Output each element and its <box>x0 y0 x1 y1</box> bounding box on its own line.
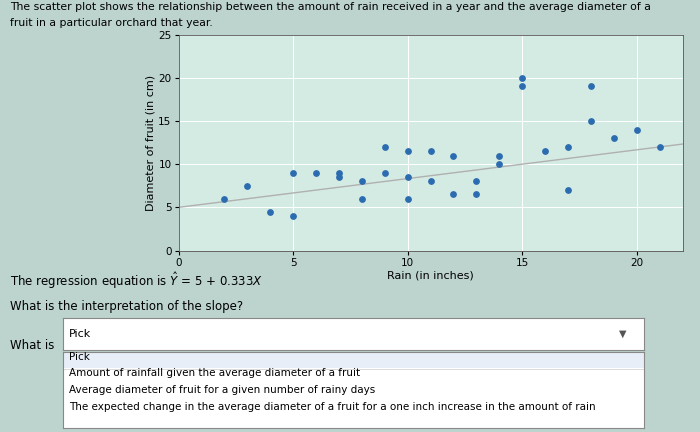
Text: Amount of rainfall given the average diameter of a fruit: Amount of rainfall given the average dia… <box>69 368 360 378</box>
Text: fruit in a particular orchard that year.: fruit in a particular orchard that year. <box>10 18 214 28</box>
Point <box>585 118 596 124</box>
Point <box>333 174 344 181</box>
Point <box>608 135 620 142</box>
Point <box>379 143 391 150</box>
Point <box>379 169 391 176</box>
Text: The regression equation is $\hat{Y}$ = 5 + 0.333$X$: The regression equation is $\hat{Y}$ = 5… <box>10 270 263 291</box>
Point <box>494 152 505 159</box>
Point <box>425 178 436 185</box>
Text: The scatter plot shows the relationship between the amount of rain received in a: The scatter plot shows the relationship … <box>10 2 652 12</box>
Point <box>540 148 551 155</box>
Point <box>425 148 436 155</box>
X-axis label: Rain (in inches): Rain (in inches) <box>387 270 474 280</box>
Point <box>356 195 368 202</box>
Text: What is the interpretation of the slope?: What is the interpretation of the slope? <box>10 300 244 313</box>
Point <box>241 182 253 189</box>
Point <box>562 187 573 194</box>
Point <box>494 161 505 168</box>
Bar <box>63 352 644 368</box>
Y-axis label: Diameter of fruit (in cm): Diameter of fruit (in cm) <box>146 74 155 211</box>
Point <box>517 74 528 81</box>
Point <box>402 174 413 181</box>
Text: Average diameter of fruit for a given number of rainy days: Average diameter of fruit for a given nu… <box>69 385 375 395</box>
Point <box>265 208 276 215</box>
Point <box>402 195 413 202</box>
Point <box>356 178 368 185</box>
Text: Pick: Pick <box>69 353 90 362</box>
Text: ▼: ▼ <box>619 329 626 339</box>
Text: Pick: Pick <box>69 329 91 339</box>
Point <box>310 169 321 176</box>
Point <box>585 83 596 90</box>
Point <box>631 126 643 133</box>
Point <box>654 143 665 150</box>
Point <box>517 83 528 90</box>
Point <box>470 191 482 198</box>
Point <box>448 191 459 198</box>
Text: What is: What is <box>10 339 55 352</box>
Point <box>448 152 459 159</box>
Point <box>562 143 573 150</box>
Text: The expected change in the average diameter of a fruit for a one inch increase i: The expected change in the average diame… <box>69 401 596 412</box>
Point <box>218 195 230 202</box>
Point <box>470 178 482 185</box>
Point <box>288 169 299 176</box>
Point <box>402 148 413 155</box>
Point <box>333 169 344 176</box>
Point <box>288 213 299 219</box>
